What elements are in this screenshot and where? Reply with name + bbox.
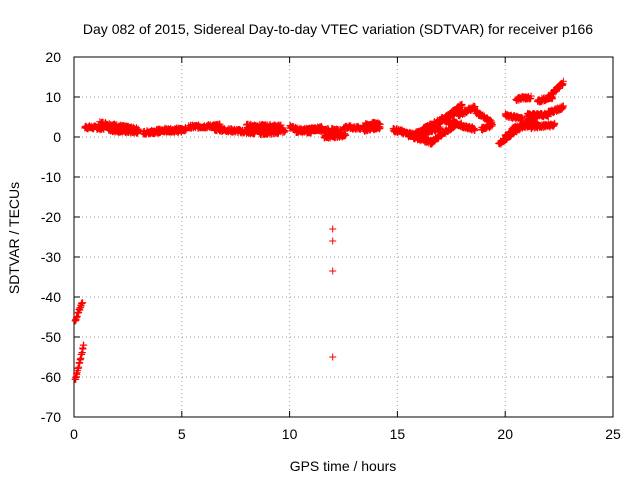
- y-tick-label: -40: [41, 289, 61, 305]
- data-point: [329, 225, 337, 233]
- data-points: [71, 77, 567, 383]
- data-point: [527, 92, 535, 100]
- data-point: [79, 299, 87, 307]
- data-point: [458, 100, 466, 108]
- x-tick-label: 5: [178, 426, 186, 442]
- x-tick-label: 15: [390, 426, 406, 442]
- y-tick-label: 0: [53, 129, 61, 145]
- data-point: [275, 127, 283, 135]
- y-tick-label: 10: [45, 89, 61, 105]
- data-point: [329, 237, 337, 245]
- y-tick-label: -70: [41, 409, 61, 425]
- data-point: [551, 119, 559, 127]
- y-tick-label: -10: [41, 169, 61, 185]
- y-tick-label: -50: [41, 329, 61, 345]
- y-tick-label: -30: [41, 249, 61, 265]
- x-axis-label: GPS time / hours: [290, 458, 397, 474]
- data-point: [518, 115, 526, 123]
- data-point: [329, 267, 337, 275]
- x-tick-label: 0: [70, 426, 78, 442]
- data-point: [80, 341, 88, 349]
- data-point: [471, 126, 479, 134]
- data-point: [437, 125, 445, 133]
- data-point: [559, 102, 567, 110]
- chart-title: Day 082 of 2015, Sidereal Day-to-day VTE…: [83, 21, 593, 37]
- data-point: [135, 127, 143, 135]
- x-tick-label: 10: [282, 426, 298, 442]
- y-tick-label: 20: [45, 49, 61, 65]
- data-point: [488, 121, 496, 129]
- data-point: [342, 131, 350, 139]
- plot-frame: [73, 56, 614, 418]
- data-point: [376, 124, 384, 132]
- y-tick-label: -20: [41, 209, 61, 225]
- y-tick-label: -60: [41, 369, 61, 385]
- data-point: [329, 353, 337, 361]
- x-tick-label: 20: [497, 426, 513, 442]
- x-tick-label: 25: [605, 426, 621, 442]
- data-point: [559, 77, 567, 85]
- axis-ticks: 0 5 10 15 20 25 20 10 0 -10 -20 -30 -40 -50 -60 -70: [41, 49, 621, 442]
- data-point: [178, 126, 186, 134]
- y-axis-label: SDTVAR / TECUs: [6, 182, 22, 294]
- data-point: [281, 127, 289, 135]
